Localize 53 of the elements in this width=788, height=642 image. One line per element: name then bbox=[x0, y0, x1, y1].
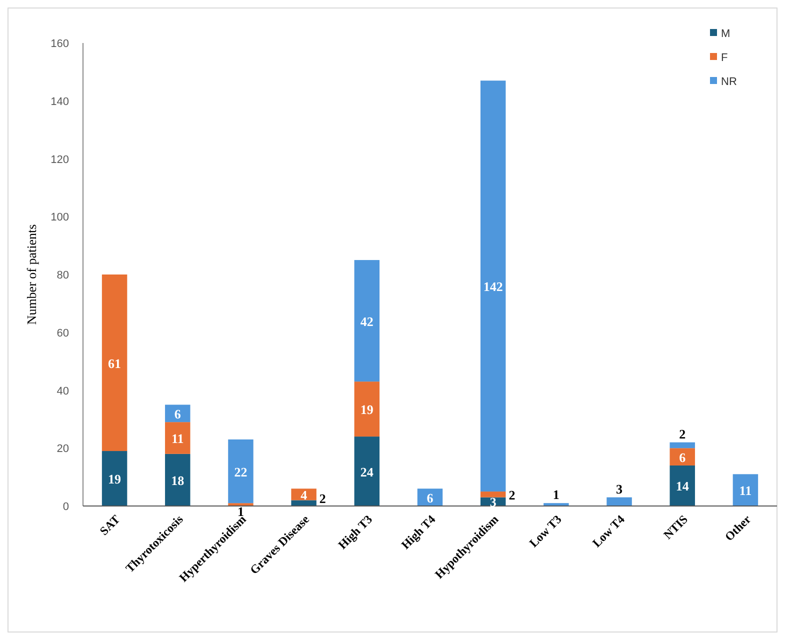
y-tick-label: 100 bbox=[50, 212, 69, 224]
data-label: 22 bbox=[234, 464, 248, 480]
data-label: 4 bbox=[300, 487, 308, 502]
y-tick-label: 20 bbox=[56, 443, 69, 456]
data-label: 19 bbox=[360, 402, 374, 418]
data-label: 3 bbox=[616, 481, 624, 496]
data-label: 6 bbox=[426, 490, 434, 506]
y-tick-label: 40 bbox=[56, 385, 69, 398]
legend-label: NR bbox=[721, 76, 737, 88]
x-tick-label: Low T3 bbox=[526, 512, 564, 550]
data-label: 11 bbox=[171, 430, 184, 446]
data-label: 6 bbox=[174, 406, 182, 422]
bar bbox=[480, 80, 506, 492]
bar bbox=[670, 442, 695, 448]
data-label: 6 bbox=[679, 450, 686, 465]
bar bbox=[165, 404, 190, 422]
data-label: 2 bbox=[508, 487, 516, 502]
bar bbox=[354, 382, 380, 437]
bar bbox=[165, 454, 190, 506]
x-tick-label: Low T4 bbox=[590, 512, 628, 550]
y-tick-label: 60 bbox=[56, 327, 69, 340]
legend-label: F bbox=[721, 52, 728, 64]
bar bbox=[732, 474, 758, 506]
bar bbox=[354, 260, 380, 382]
data-label: 142 bbox=[483, 279, 503, 294]
bar bbox=[354, 436, 380, 506]
bar bbox=[670, 448, 695, 466]
y-axis-title: Number of patients bbox=[24, 224, 39, 325]
data-label: 42 bbox=[360, 314, 374, 329]
data-label: 18 bbox=[171, 472, 185, 488]
data-label: 24 bbox=[360, 464, 374, 480]
data-label: 2 bbox=[319, 491, 326, 506]
bar bbox=[606, 497, 632, 506]
y-tick-label: 80 bbox=[56, 270, 69, 282]
data-label: 61 bbox=[108, 356, 122, 371]
data-label: 19 bbox=[108, 472, 122, 487]
data-label: 11 bbox=[739, 483, 752, 498]
bar bbox=[480, 492, 506, 498]
data-label: 14 bbox=[676, 478, 690, 494]
y-tick-label: 0 bbox=[62, 501, 69, 513]
data-label: 1 bbox=[552, 487, 560, 502]
legend-label: M bbox=[721, 28, 730, 40]
data-label: 2 bbox=[679, 426, 686, 442]
bar bbox=[102, 451, 128, 506]
bar bbox=[670, 465, 695, 506]
data-label: 3 bbox=[490, 494, 497, 510]
bar bbox=[102, 274, 128, 452]
bar bbox=[228, 439, 254, 504]
y-tick-label: 120 bbox=[50, 154, 69, 166]
y-tick-label: 140 bbox=[50, 96, 69, 108]
bar bbox=[165, 422, 190, 454]
y-tick-label: 160 bbox=[50, 38, 69, 50]
bar bbox=[291, 500, 316, 506]
